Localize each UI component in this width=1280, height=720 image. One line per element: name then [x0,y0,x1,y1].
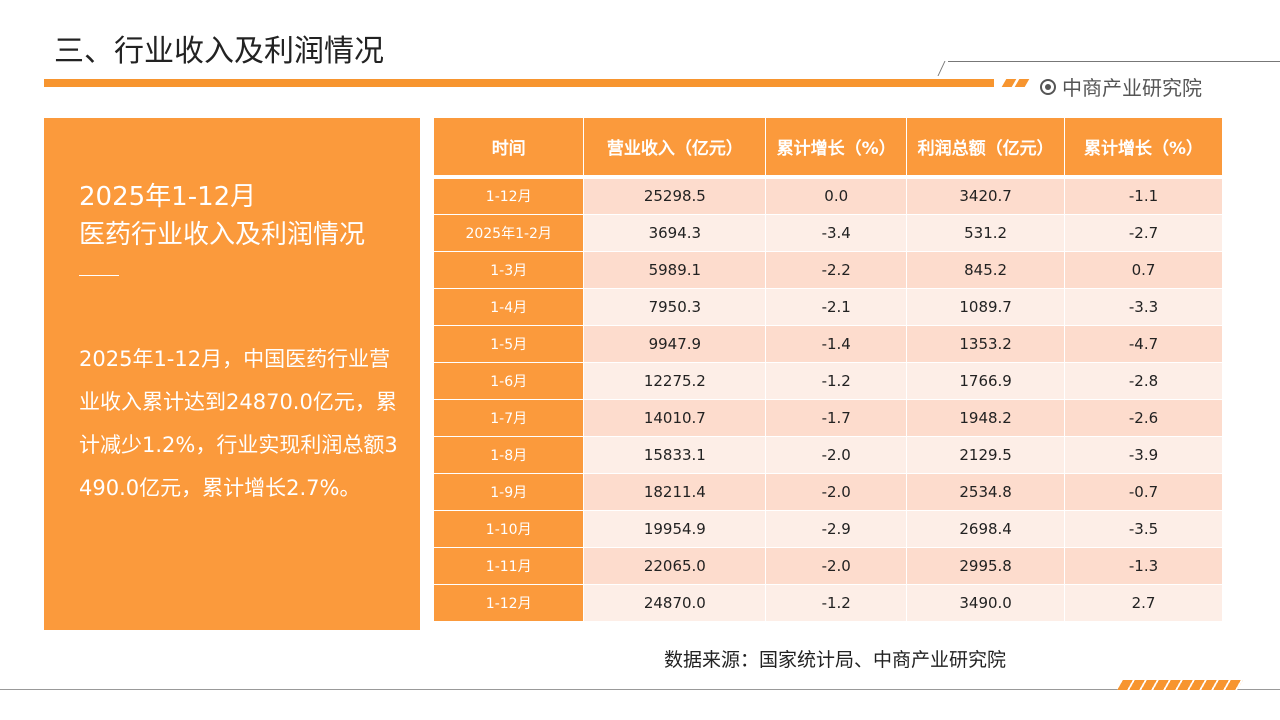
period-cell: 1-9月 [434,473,585,511]
value-cell: -2.2 [765,251,908,289]
value-cell: -3.9 [1064,436,1223,474]
value-cell: 1353.2 [906,325,1066,363]
value-cell: 25298.5 [583,177,767,215]
table-row: 1-6月 12275.2 -1.2 1766.9 -2.8 [434,362,1223,400]
value-cell: -2.7 [1064,214,1223,252]
table-row: 1-8月 15833.1 -2.0 2129.5 -3.9 [434,436,1223,474]
value-cell: -2.0 [765,473,908,511]
period-cell: 1-10月 [434,510,585,548]
footer-stripe [1117,680,1243,690]
value-cell: -2.8 [1064,362,1223,400]
table-row: 1-10月 19954.9 -2.9 2698.4 -3.5 [434,510,1223,548]
period-cell: 1-7月 [434,399,585,437]
period-cell: 1-11月 [434,547,585,585]
table-row: 1-9月 18211.4 -2.0 2534.8 -0.7 [434,473,1223,511]
value-cell: 18211.4 [583,473,767,511]
value-cell: 2534.8 [906,473,1066,511]
column-header: 利润总额（亿元） [906,118,1066,179]
value-cell: 2.7 [1064,584,1223,622]
value-cell: 19954.9 [583,510,767,548]
table-row: 1-12月 25298.5 0.0 3420.7 -1.1 [434,177,1223,215]
value-cell: -1.2 [765,584,908,622]
period-cell: 1-3月 [434,251,585,289]
divider [937,61,946,76]
value-cell: -2.6 [1064,399,1223,437]
value-cell: -2.0 [765,547,908,585]
value-cell: 2995.8 [906,547,1066,585]
value-cell: 1948.2 [906,399,1066,437]
divider [79,275,119,276]
table-row: 1-7月 14010.7 -1.7 1948.2 -2.6 [434,399,1223,437]
value-cell: -1.3 [1064,547,1223,585]
table-row: 1-11月 22065.0 -2.0 2995.8 -1.3 [434,547,1223,585]
value-cell: 2698.4 [906,510,1066,548]
value-cell: -3.4 [765,214,908,252]
value-cell: 3490.0 [906,584,1066,622]
footer-line [0,689,1280,690]
value-cell: -1.7 [765,399,908,437]
page-title: 三、行业收入及利润情况 [54,34,384,69]
value-cell: 1089.7 [906,288,1066,326]
period-cell: 1-4月 [434,288,585,326]
value-cell: 12275.2 [583,362,767,400]
value-cell: 531.2 [906,214,1066,252]
value-cell: 0.7 [1064,251,1223,289]
period-cell: 1-5月 [434,325,585,363]
table-row: 1-5月 9947.9 -1.4 1353.2 -4.7 [434,325,1223,363]
source-note: 数据来源：国家统计局、中商产业研究院 [664,649,1007,671]
period-cell: 2025年1-2月 [434,214,585,252]
value-cell: 3694.3 [583,214,767,252]
value-cell: 1766.9 [906,362,1066,400]
column-header: 营业收入（亿元） [583,118,767,179]
period-cell: 1-8月 [434,436,585,474]
brand-logo: 中商产业研究院 [1040,72,1202,101]
value-cell: -1.4 [765,325,908,363]
value-cell: 14010.7 [583,399,767,437]
value-cell: -4.7 [1064,325,1223,363]
value-cell: 845.2 [906,251,1066,289]
table-row: 1-12月 24870.0 -1.2 3490.0 2.7 [434,584,1223,622]
period-cell: 1-12月 [434,584,585,622]
table-row: 2025年1-2月 3694.3 -3.4 531.2 -2.7 [434,214,1223,252]
divider [948,61,1280,62]
value-cell: 15833.1 [583,436,767,474]
value-cell: 7950.3 [583,288,767,326]
value-cell: -2.9 [765,510,908,548]
value-cell: 22065.0 [583,547,767,585]
value-cell: 5989.1 [583,251,767,289]
value-cell: 0.0 [765,177,908,215]
brand-name: 中商产业研究院 [1062,76,1202,100]
column-header: 累计增长（%） [1064,118,1223,179]
header-bar [44,79,994,87]
panel-body: 2025年1-12月，中国医药行业营业收入累计达到24870.0亿元，累计减少1… [79,347,398,500]
value-cell: 24870.0 [583,584,767,622]
value-cell: -0.7 [1064,473,1223,511]
value-cell: -3.5 [1064,510,1223,548]
data-table: 时间 营业收入（亿元） 累计增长（%） 利润总额（亿元） 累计增长（%） 1-12月 25… [434,118,1223,622]
panel-title: 2025年1-12月 [79,182,257,212]
panel-subtitle: 医药行业收入及利润情况 [79,220,366,250]
header-stripe [1014,79,1030,87]
period-cell: 1-12月 [434,177,585,215]
value-cell: -1.1 [1064,177,1223,215]
value-cell: -1.2 [765,362,908,400]
value-cell: -2.1 [765,288,908,326]
value-cell: 3420.7 [906,177,1066,215]
value-cell: 9947.9 [583,325,767,363]
period-cell: 1-6月 [434,362,585,400]
value-cell: -2.0 [765,436,908,474]
column-header: 累计增长（%） [765,118,908,179]
value-cell: -3.3 [1064,288,1223,326]
column-header: 时间 [434,118,585,179]
table-row: 1-3月 5989.1 -2.2 845.2 0.7 [434,251,1223,289]
table-row: 1-4月 7950.3 -2.1 1089.7 -3.3 [434,288,1223,326]
summary-panel: 2025年1-12月 医药行业收入及利润情况 2025年1-12月，中国医药行业… [44,118,420,630]
value-cell: 2129.5 [906,436,1066,474]
logo-icon [1040,78,1056,95]
